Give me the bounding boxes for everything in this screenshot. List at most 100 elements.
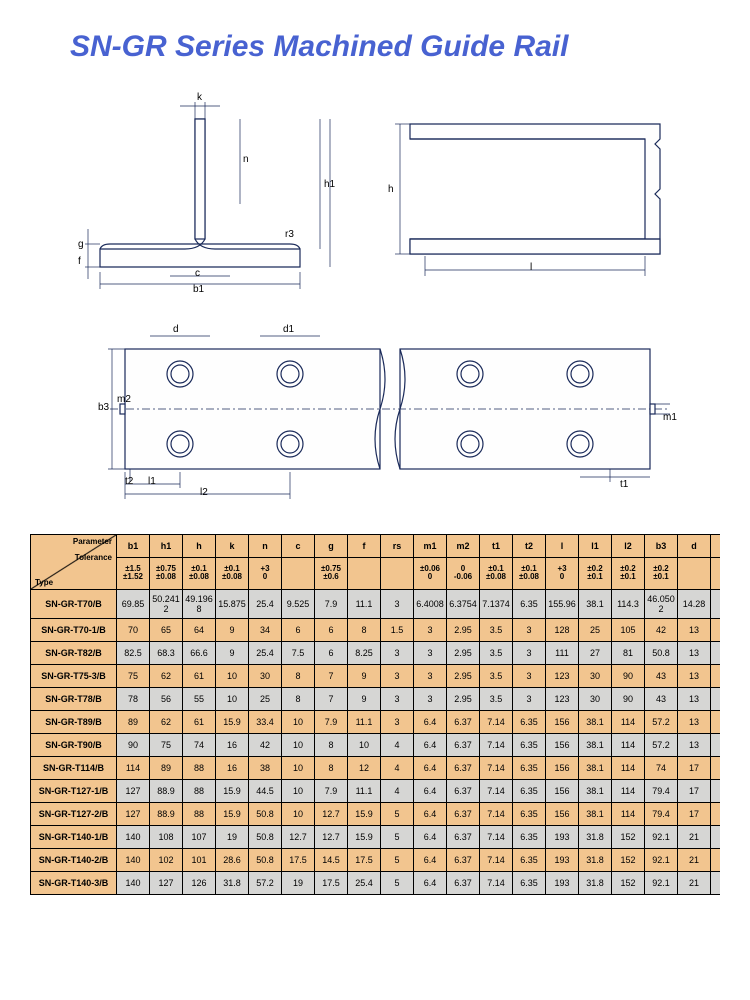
data-cell: 3 xyxy=(381,590,414,619)
data-cell: 6.37 xyxy=(447,757,480,780)
data-cell: 57.2 xyxy=(645,734,678,757)
data-cell: 114 xyxy=(612,780,645,803)
data-cell: 81 xyxy=(612,642,645,665)
data-cell: 12.7 xyxy=(282,826,315,849)
data-cell: 19 xyxy=(216,826,249,849)
data-cell: 92.1 xyxy=(645,849,678,872)
data-cell: 140 xyxy=(117,849,150,872)
spec-table: ParameterToleranceTypeb1h1hkncgfrsm1m2t1… xyxy=(30,534,720,895)
data-cell: 6.37 xyxy=(447,849,480,872)
data-cell: 155.96 xyxy=(546,590,579,619)
data-cell: 15.9 xyxy=(216,803,249,826)
data-cell: 33 xyxy=(711,780,721,803)
data-cell: 64 xyxy=(183,619,216,642)
data-cell: 17 xyxy=(678,803,711,826)
col-header: c xyxy=(282,535,315,558)
tolerance-header xyxy=(711,557,721,589)
data-cell: 31.8 xyxy=(579,849,612,872)
data-cell: 3 xyxy=(381,642,414,665)
data-cell: 3 xyxy=(414,619,447,642)
col-header: b1 xyxy=(117,535,150,558)
col-header: d xyxy=(678,535,711,558)
data-cell: 123 xyxy=(546,665,579,688)
data-cell: 3 xyxy=(414,688,447,711)
col-header: m2 xyxy=(447,535,480,558)
data-cell: 13 xyxy=(678,642,711,665)
data-cell: 28.6 xyxy=(216,849,249,872)
col-header: k xyxy=(216,535,249,558)
data-cell: 6.37 xyxy=(447,872,480,895)
data-cell: 11.1 xyxy=(348,780,381,803)
data-cell: 70 xyxy=(117,619,150,642)
type-cell: SN-GR-T89/B xyxy=(31,711,117,734)
data-cell: 78 xyxy=(117,688,150,711)
data-cell: 3.5 xyxy=(480,665,513,688)
data-cell: 50.8 xyxy=(645,642,678,665)
data-cell: 42 xyxy=(645,619,678,642)
table-row: SN-GR-T70-1/B7065649346681.532.953.53128… xyxy=(31,619,721,642)
dim-label-c: c xyxy=(195,268,200,279)
data-cell: 9 xyxy=(348,665,381,688)
data-cell: 152 xyxy=(612,872,645,895)
data-cell: 88 xyxy=(183,803,216,826)
data-cell: 6.35 xyxy=(513,780,546,803)
data-cell: 156 xyxy=(546,757,579,780)
data-cell: 43 xyxy=(645,688,678,711)
page-title: SN-GR Series Machined Guide Rail xyxy=(70,30,720,64)
data-cell: 30 xyxy=(249,665,282,688)
table-row: SN-GR-T89/B89626115.933.4107.911.136.46.… xyxy=(31,711,721,734)
data-cell: 4 xyxy=(381,780,414,803)
data-cell: 6.35 xyxy=(513,711,546,734)
data-cell: 25.4 xyxy=(249,642,282,665)
data-cell: 40 xyxy=(711,826,721,849)
dim-label-l2: l2 xyxy=(200,487,208,498)
data-cell: 6.4 xyxy=(414,803,447,826)
technical-drawing: k n h1 h f g c b1 r3 l d d1 b3 m2 m1 t2 … xyxy=(30,84,720,504)
data-cell: 38.1 xyxy=(579,803,612,826)
data-cell: 26 xyxy=(711,665,721,688)
tolerance-header: ±0.2±0.1 xyxy=(612,557,645,589)
type-cell: SN-GR-T70/B xyxy=(31,590,117,619)
data-cell: 12.7 xyxy=(315,826,348,849)
table-row: SN-GR-T140-3/B14012712631.857.21917.525.… xyxy=(31,872,721,895)
col-header: n xyxy=(249,535,282,558)
data-cell: 7.9 xyxy=(315,780,348,803)
dim-label-m2: m2 xyxy=(117,394,131,405)
data-cell: 3 xyxy=(381,665,414,688)
data-cell: 9 xyxy=(216,642,249,665)
data-cell: 3 xyxy=(513,619,546,642)
data-cell: 31.8 xyxy=(579,826,612,849)
data-cell: 12.7 xyxy=(315,803,348,826)
data-cell: 10 xyxy=(216,688,249,711)
data-cell: 38.1 xyxy=(579,711,612,734)
data-cell: 156 xyxy=(546,803,579,826)
type-cell: SN-GR-T140-1/B xyxy=(31,826,117,849)
data-cell: 193 xyxy=(546,849,579,872)
data-cell: 6.35 xyxy=(513,803,546,826)
data-cell: 66.6 xyxy=(183,642,216,665)
dim-label-d: d xyxy=(173,324,179,335)
data-cell: 3 xyxy=(414,665,447,688)
data-cell: 46.0502 xyxy=(645,590,678,619)
col-header: h xyxy=(183,535,216,558)
data-cell: 6 xyxy=(315,642,348,665)
data-cell: 44.5 xyxy=(249,780,282,803)
data-cell: 88 xyxy=(183,780,216,803)
data-cell: 7.9 xyxy=(315,590,348,619)
type-cell: SN-GR-T127-2/B xyxy=(31,803,117,826)
data-cell: 17 xyxy=(678,780,711,803)
data-cell: 6 xyxy=(315,619,348,642)
data-cell: 38.1 xyxy=(579,780,612,803)
data-cell: 6.4 xyxy=(414,780,447,803)
table-row: SN-GR-T127-2/B12788.98815.950.81012.715.… xyxy=(31,803,721,826)
data-cell: 6.37 xyxy=(447,734,480,757)
dim-label-l1: l1 xyxy=(148,476,156,487)
col-header: rs xyxy=(381,535,414,558)
data-cell: 6.35 xyxy=(513,734,546,757)
col-header: t2 xyxy=(513,535,546,558)
data-cell: 33 xyxy=(711,757,721,780)
data-cell: 7.14 xyxy=(480,849,513,872)
data-cell: 15.9 xyxy=(348,803,381,826)
data-cell: 7.1374 xyxy=(480,590,513,619)
data-cell: 6.4 xyxy=(414,872,447,895)
